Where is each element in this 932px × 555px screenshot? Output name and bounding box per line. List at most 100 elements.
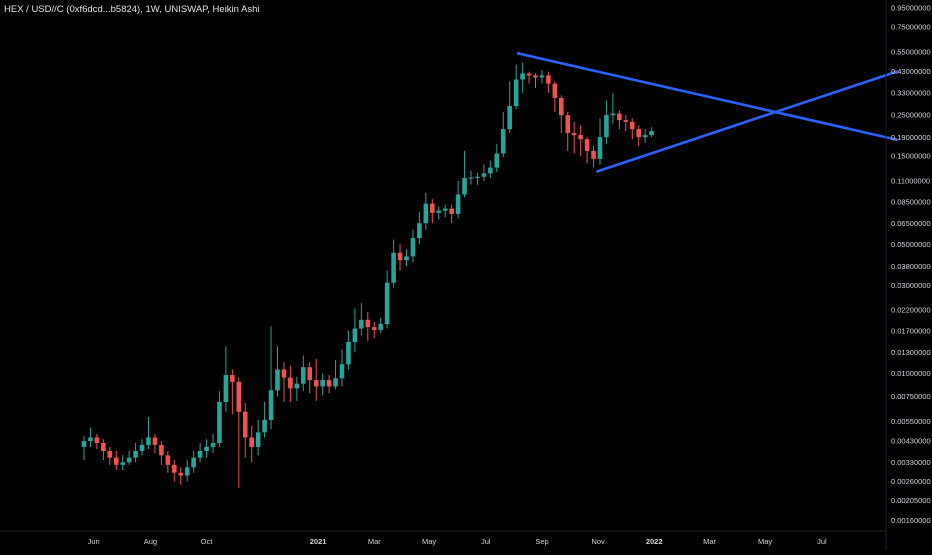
candle-body[interactable] — [436, 210, 442, 213]
candle-body[interactable] — [333, 378, 338, 387]
candle-body[interactable] — [629, 121, 635, 130]
candle-body[interactable] — [352, 328, 358, 342]
candle-body[interactable] — [384, 282, 390, 325]
candle-body[interactable] — [210, 442, 216, 447]
candle-body[interactable] — [533, 75, 538, 78]
candle-body[interactable] — [539, 75, 545, 78]
candle-body[interactable] — [507, 106, 512, 130]
candle-body[interactable] — [455, 194, 461, 214]
candle-body[interactable] — [178, 472, 184, 476]
candle-body[interactable] — [165, 455, 171, 465]
candle-body[interactable] — [120, 462, 125, 465]
candle-body[interactable] — [326, 380, 332, 387]
candle-body[interactable] — [559, 97, 564, 116]
candle-body[interactable] — [159, 444, 164, 456]
candle-body[interactable] — [126, 457, 132, 463]
candle-body[interactable] — [152, 437, 158, 445]
candle-body[interactable] — [488, 167, 493, 174]
candle-body[interactable] — [262, 419, 267, 433]
candle-body[interactable] — [365, 319, 371, 328]
candle-body[interactable] — [642, 135, 648, 138]
candle-body[interactable] — [468, 177, 474, 179]
candle-body[interactable] — [313, 380, 319, 387]
candle-body[interactable] — [442, 208, 448, 211]
candle-body[interactable] — [223, 375, 229, 403]
candle-body[interactable] — [378, 324, 383, 330]
candle-body[interactable] — [526, 73, 532, 76]
candle-body[interactable] — [565, 115, 571, 134]
candle-body[interactable] — [397, 252, 403, 261]
candle-body[interactable] — [591, 150, 596, 159]
candle-body[interactable] — [371, 327, 377, 330]
candle-body[interactable] — [462, 178, 467, 195]
y-tick-label: 0.55000000 — [891, 48, 931, 57]
candle-body[interactable] — [113, 457, 119, 465]
candle-body[interactable] — [430, 203, 435, 213]
candle-body[interactable] — [610, 113, 616, 116]
candle-body[interactable] — [391, 252, 396, 283]
candle-body[interactable] — [230, 375, 235, 382]
candle-body[interactable] — [236, 381, 242, 412]
candle-body[interactable] — [636, 129, 641, 138]
candle-body[interactable] — [184, 467, 190, 476]
candle-body[interactable] — [88, 437, 93, 442]
candle-body[interactable] — [249, 437, 254, 447]
candle-body[interactable] — [191, 457, 196, 468]
candle-body[interactable] — [571, 133, 577, 136]
candle-body[interactable] — [417, 223, 422, 239]
price-axis[interactable]: 0.95000000 0.75000000 0.55000000 0.43000000… — [885, 0, 931, 550]
candle-body[interactable] — [197, 451, 203, 458]
candle-body[interactable] — [268, 390, 274, 420]
candle-body[interactable] — [423, 203, 429, 224]
candle-body[interactable] — [255, 432, 261, 447]
candle-body[interactable] — [404, 256, 409, 261]
candle-body[interactable] — [475, 176, 480, 178]
candle-body[interactable] — [546, 75, 551, 84]
candle-body[interactable] — [494, 153, 500, 168]
candle-body[interactable] — [617, 113, 622, 121]
candle-body[interactable] — [578, 135, 583, 140]
y-tick-label: 0.01300000 — [891, 348, 931, 357]
candle-body[interactable] — [339, 364, 345, 379]
descending-trendline[interactable] — [516, 52, 899, 141]
candle-body[interactable] — [500, 129, 506, 154]
candle-body[interactable] — [623, 120, 629, 122]
x-tick-label: Mar — [368, 537, 381, 546]
candle-body[interactable] — [359, 319, 364, 329]
candle-body[interactable] — [410, 238, 416, 257]
candle-body[interactable] — [584, 139, 590, 151]
candle-body[interactable] — [217, 402, 222, 443]
candle-body[interactable] — [101, 442, 106, 452]
candle-body[interactable] — [449, 208, 454, 214]
candle-body[interactable] — [242, 411, 248, 438]
candle-body[interactable] — [288, 377, 293, 389]
candle-body[interactable] — [139, 444, 145, 452]
candle-body[interactable] — [346, 341, 351, 365]
candle-body[interactable] — [597, 137, 603, 159]
trendlines[interactable] — [516, 52, 899, 173]
candle-body[interactable] — [520, 73, 525, 80]
candle-body[interactable] — [94, 437, 100, 443]
candle-body[interactable] — [275, 369, 280, 391]
candle-body[interactable] — [307, 367, 313, 381]
candle-body[interactable] — [133, 451, 138, 458]
candle-body[interactable] — [320, 380, 325, 387]
candle-body[interactable] — [281, 369, 287, 378]
candle-body[interactable] — [294, 383, 300, 389]
candle-body[interactable] — [107, 451, 113, 458]
candle-body[interactable] — [301, 367, 306, 384]
candle-body[interactable] — [552, 83, 558, 98]
candle-body[interactable] — [204, 446, 209, 452]
y-tick-label: 0.19000000 — [891, 133, 931, 142]
candle-body[interactable] — [172, 464, 177, 473]
candle-body[interactable] — [649, 131, 654, 136]
candle-body[interactable] — [604, 115, 609, 138]
candle-body[interactable] — [481, 173, 487, 177]
time-axis[interactable]: Jun Aug Oct 2021 Mar May Jul Sep Nov 2022 Mar May Ju… — [0, 530, 886, 546]
candle-body[interactable] — [513, 79, 519, 107]
candle-body[interactable] — [146, 437, 151, 445]
candle-body[interactable] — [81, 441, 87, 447]
ascending-trendline[interactable] — [596, 70, 899, 173]
